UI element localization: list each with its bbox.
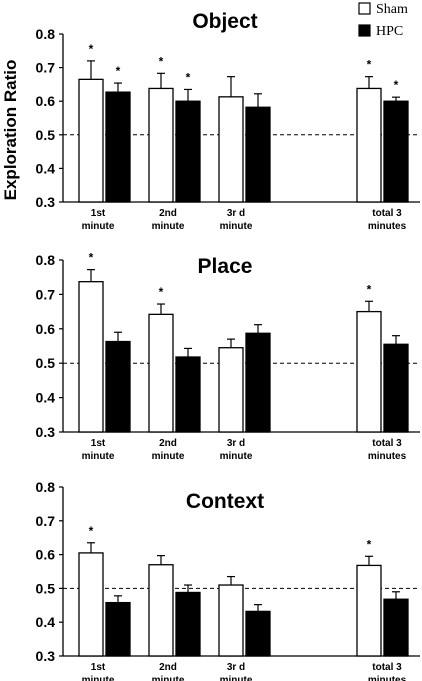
bar-sham <box>356 87 382 203</box>
x-tick-label: minute <box>152 675 185 681</box>
x-tick-label: minute <box>152 221 185 232</box>
bar-hpc <box>245 610 271 657</box>
x-tick-label: 1st <box>91 438 106 449</box>
x-tick-label: total 3 <box>372 208 402 219</box>
x-tick-label: minute <box>220 221 253 232</box>
y-tick-label: 0.4 <box>36 614 56 630</box>
legend-swatch-sham <box>358 2 371 15</box>
bar-sham <box>148 564 174 657</box>
y-tick-label: 0.4 <box>36 160 56 176</box>
y-tick-label: 0.8 <box>36 479 56 495</box>
legend-swatch-hpc <box>358 24 371 37</box>
bar-hpc <box>175 100 201 203</box>
y-tick-label: 0.3 <box>36 648 56 664</box>
y-tick-label: 0.6 <box>36 93 56 109</box>
bar-sham <box>148 87 174 203</box>
significance-marker: * <box>367 58 372 72</box>
bar-sham <box>148 313 174 433</box>
significance-marker: * <box>367 537 372 551</box>
bar-hpc <box>175 356 201 433</box>
x-tick-label: total 3 <box>372 438 402 449</box>
x-tick-label: minute <box>152 451 185 462</box>
y-axis-label: Exploration Ratio <box>1 60 20 201</box>
y-tick-label: 0.7 <box>36 513 56 529</box>
y-tick-label: 0.5 <box>36 580 56 596</box>
bar-sham <box>218 96 244 203</box>
bar-hpc <box>383 343 409 433</box>
bar-sham <box>78 78 104 203</box>
y-tick-label: 0.8 <box>36 252 56 268</box>
y-tick-label: 0.4 <box>36 390 56 406</box>
x-tick-label: total 3 <box>372 662 402 673</box>
x-tick-label: minutes <box>368 221 407 232</box>
x-tick-label: minute <box>82 675 115 681</box>
significance-marker: * <box>394 78 399 92</box>
panel-title: Place <box>198 255 253 278</box>
x-tick-label: minute <box>82 451 115 462</box>
y-tick-label: 0.3 <box>36 194 56 210</box>
bar-hpc <box>105 340 131 433</box>
bar-sham <box>218 584 244 657</box>
x-tick-label: 3r d <box>227 662 245 673</box>
significance-marker: * <box>159 54 164 68</box>
y-tick-label: 0.7 <box>36 60 56 76</box>
y-tick-label: 0.3 <box>36 424 56 440</box>
x-tick-label: 1st <box>91 208 106 219</box>
bar-hpc <box>245 106 271 203</box>
significance-marker: * <box>116 64 121 78</box>
significance-marker: * <box>89 524 94 538</box>
x-tick-label: 2nd <box>159 438 177 449</box>
legend-label-sham: Sham <box>376 2 408 17</box>
x-tick-label: 3r d <box>227 438 245 449</box>
bar-hpc <box>105 601 131 657</box>
x-tick-label: minutes <box>368 675 407 681</box>
bar-sham <box>356 564 382 657</box>
significance-marker: * <box>159 285 164 299</box>
bar-sham <box>218 347 244 433</box>
y-tick-label: 0.8 <box>36 26 56 42</box>
chart-panels: Object 0.3 0.4 0.5 0.6 0.7 0.8 * * * * * * 1st minute 2… <box>36 10 420 681</box>
x-tick-label: minute <box>82 221 115 232</box>
significance-marker: * <box>89 42 94 56</box>
x-tick-label: 2nd <box>159 208 177 219</box>
panel-object: Object 0.3 0.4 0.5 0.6 0.7 0.8 * * * * * * 1st minute 2… <box>36 10 420 232</box>
y-tick-label: 0.6 <box>36 547 56 563</box>
x-tick-label: 2nd <box>159 662 177 673</box>
significance-marker: * <box>89 251 94 265</box>
panel-context: Context 0.3 0.4 0.5 0.6 0.7 0.8 * * 1st minute 2nd m… <box>36 479 420 681</box>
x-tick-label: 1st <box>91 662 106 673</box>
x-tick-label: minutes <box>368 451 407 462</box>
bar-hpc <box>383 100 409 203</box>
legend-label-hpc: HPC <box>376 24 403 39</box>
y-tick-label: 0.5 <box>36 355 56 371</box>
x-tick-label: minute <box>220 675 253 681</box>
bar-sham <box>356 310 382 433</box>
bar-hpc <box>105 91 131 203</box>
significance-marker: * <box>186 70 191 84</box>
bar-sham <box>78 552 104 657</box>
bar-hpc <box>245 332 271 433</box>
y-tick-label: 0.5 <box>36 127 56 143</box>
bar-hpc <box>383 598 409 657</box>
panel-place: Place 0.3 0.4 0.5 0.6 0.7 0.8 * * * 1st minute 2nd mi… <box>36 251 420 462</box>
bar-sham <box>78 281 104 433</box>
panel-title: Object <box>192 10 257 33</box>
bar-hpc <box>175 591 201 657</box>
significance-marker: * <box>367 282 372 296</box>
y-tick-label: 0.7 <box>36 286 56 302</box>
panel-title: Context <box>186 490 264 513</box>
y-tick-label: 0.6 <box>36 321 56 337</box>
x-tick-label: minute <box>220 451 253 462</box>
x-tick-label: 3r d <box>227 208 245 219</box>
legend: Sham HPC <box>358 2 408 39</box>
